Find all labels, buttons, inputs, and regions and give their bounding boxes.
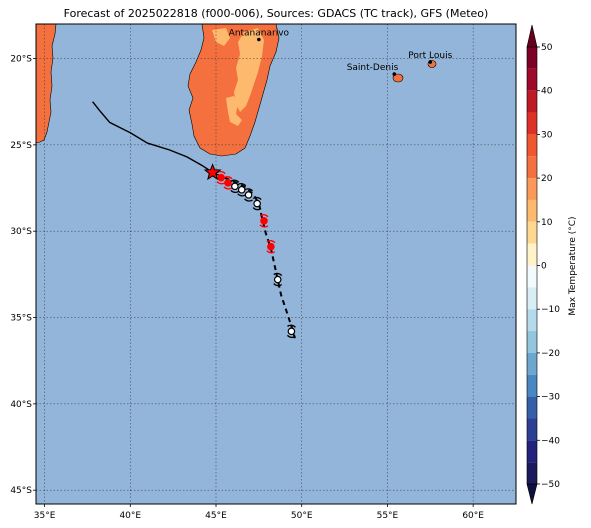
colorbar-segment <box>527 112 537 135</box>
graticule <box>36 24 516 504</box>
colorbar-tick-label: −40 <box>541 436 560 446</box>
madagascar-warm-patch-north <box>212 28 230 46</box>
lon-tick-label: 40°E <box>119 511 141 521</box>
colorbar-extend-max <box>526 24 538 48</box>
cyclone-track <box>92 101 296 339</box>
colorbar-segment <box>527 243 537 266</box>
colorbar-tick-label: −30 <box>541 393 560 403</box>
colorbar-extend-min <box>526 483 538 505</box>
city-dot <box>428 60 433 64</box>
colorbar-segment <box>527 199 537 222</box>
colorbar-tick-label: 0 <box>541 262 547 272</box>
lon-tick-label: 55°E <box>377 511 399 521</box>
colorbar-segment <box>527 287 537 310</box>
lat-tick-label: 30°S <box>10 227 32 237</box>
colorbar-segment <box>527 221 537 244</box>
colorbar-tick-label: −10 <box>541 305 560 315</box>
city-label: Saint-Denis <box>347 63 399 73</box>
colorbar-segment <box>527 331 537 353</box>
lat-tick-label: 20°S <box>10 55 32 65</box>
colorbar-segment <box>527 352 537 375</box>
colorbar-segment <box>527 47 537 69</box>
madagascar-warm-patch <box>226 96 242 126</box>
colorbar-segment <box>527 178 537 200</box>
current-position-star-icon[interactable] <box>203 163 222 181</box>
colorbar-tick-label: 30 <box>541 130 553 140</box>
city-label: Port Louis <box>408 51 452 61</box>
colorbar-tick-label: 10 <box>541 218 553 228</box>
colorbar-segment <box>527 134 537 157</box>
colorbar-segment <box>527 68 537 91</box>
colorbar-segment <box>527 440 537 463</box>
lon-tick-label: 35°E <box>34 511 56 521</box>
lat-tick-label: 45°S <box>10 486 32 496</box>
map-plot-area[interactable]: Antananarivo Port Louis Saint-Denis <box>35 23 517 505</box>
colorbar-segment <box>527 418 537 441</box>
colorbar: 50 40 30 20 10 0 −10 −20 −30 −40 −50 Max Temperatur… <box>526 24 578 505</box>
reunion-island <box>392 73 404 83</box>
storm-symbol[interactable] <box>273 272 283 287</box>
colorbar-tick-label: 20 <box>541 174 553 184</box>
africa-landmass <box>36 24 57 144</box>
ocean-background <box>36 24 516 504</box>
colorbar-segment <box>527 309 537 332</box>
lon-tick-label: 45°E <box>205 511 227 521</box>
past-track-line <box>92 101 225 179</box>
colorbar-tick-label: −50 <box>541 480 560 490</box>
storm-symbol[interactable] <box>286 324 296 339</box>
city-dot <box>257 37 261 42</box>
colorbar-segment <box>527 156 537 179</box>
colorbar-tick-label: −20 <box>541 349 560 359</box>
map-title: Forecast of 2025022818 (f000-006), Sourc… <box>63 7 489 20</box>
lon-tick-label: 50°E <box>291 511 313 521</box>
lon-tick-label: 60°E <box>462 511 484 521</box>
map-frame <box>35 23 517 505</box>
colorbar-segment <box>527 90 537 113</box>
axis-tick-labels: 35°E 40°E 45°E 50°E 55°E 60°E 20°S 25°S 30°S 35°S… <box>10 55 484 521</box>
colorbar-segment <box>527 374 537 397</box>
lat-tick-label: 40°S <box>10 400 32 410</box>
city-markers: Antananarivo Port Louis Saint-Denis <box>229 29 453 76</box>
storm-symbol[interactable] <box>237 183 247 197</box>
storm-symbol[interactable] <box>252 196 262 211</box>
madagascar-warm-interior <box>234 28 264 112</box>
colorbar-segment <box>527 265 537 288</box>
city-label: Antananarivo <box>229 29 290 39</box>
storm-symbol[interactable] <box>244 188 254 202</box>
storm-symbol[interactable] <box>223 176 233 190</box>
colorbar-segment <box>527 462 537 484</box>
lat-tick-label: 25°S <box>10 141 32 151</box>
storm-symbol[interactable] <box>259 214 269 228</box>
colorbar-label: Max Temperature (°C) <box>568 216 578 315</box>
colorbar-tick-label: 50 <box>541 43 553 53</box>
colorbar-segment <box>527 396 537 419</box>
colorbar-tick-label: 40 <box>541 87 553 97</box>
city-dot <box>392 72 397 76</box>
storm-symbol[interactable] <box>266 240 276 254</box>
lat-tick-label: 35°S <box>10 314 32 324</box>
